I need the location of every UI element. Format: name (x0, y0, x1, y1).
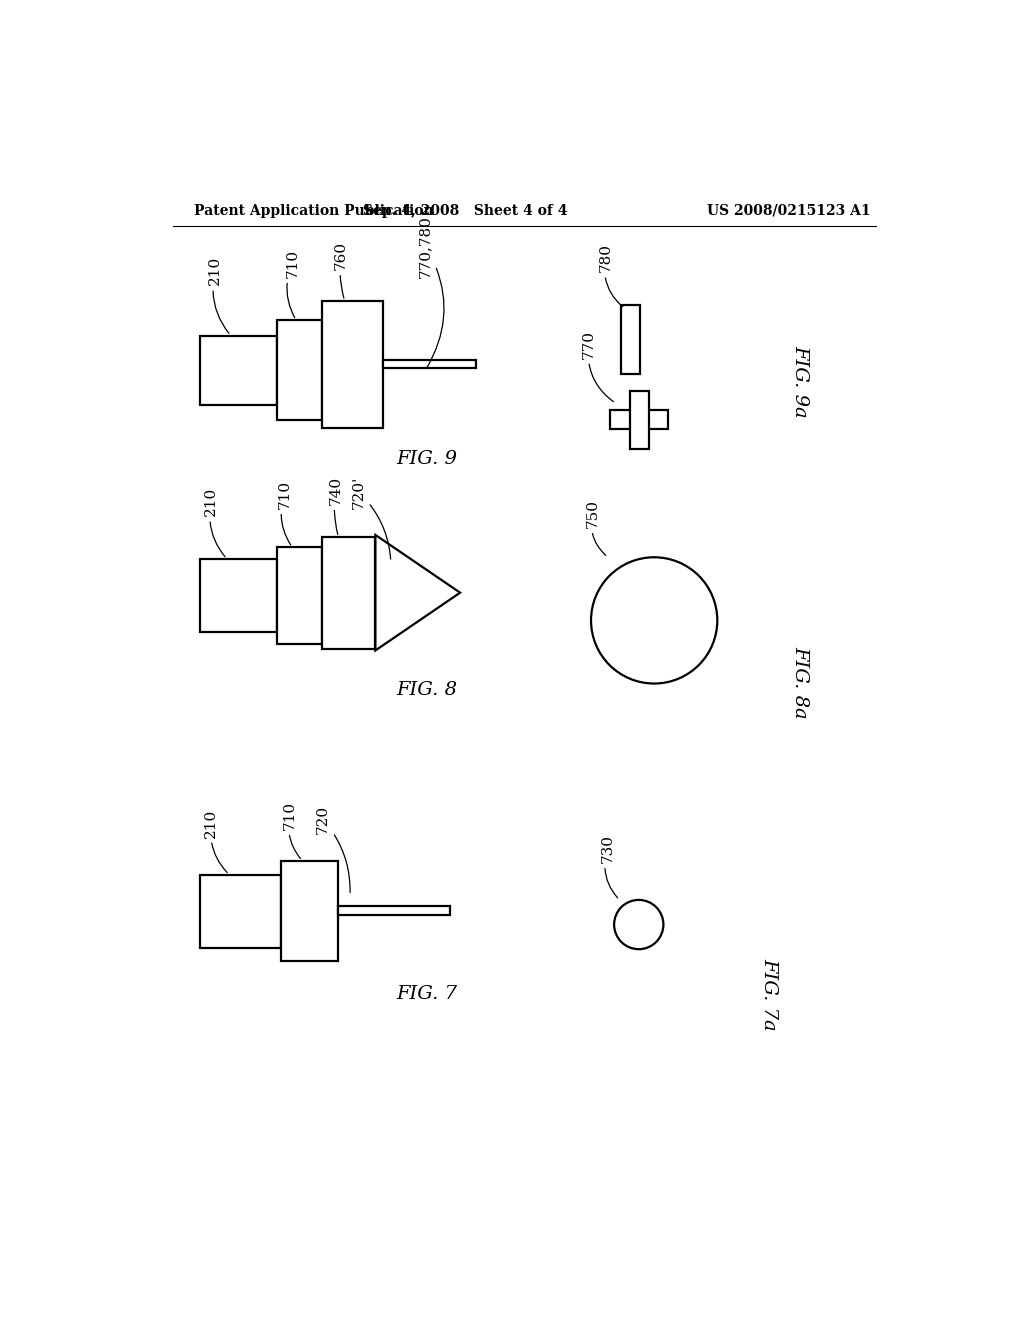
Text: 720: 720 (316, 805, 350, 892)
Circle shape (591, 557, 717, 684)
Text: 730: 730 (601, 834, 617, 898)
Text: FIG. 7a: FIG. 7a (761, 957, 778, 1030)
Text: FIG. 7: FIG. 7 (396, 985, 458, 1003)
Bar (322, 301, 383, 428)
Bar (383, 360, 475, 368)
Bar (610, 411, 668, 429)
Text: FIG. 8: FIG. 8 (396, 681, 458, 698)
Text: Sep. 4, 2008   Sheet 4 of 4: Sep. 4, 2008 Sheet 4 of 4 (364, 203, 567, 218)
Text: FIG. 9: FIG. 9 (396, 450, 458, 467)
Bar (276, 548, 322, 644)
Text: 780: 780 (599, 243, 623, 306)
Text: Patent Application Publication: Patent Application Publication (195, 203, 434, 218)
Text: 210: 210 (208, 256, 229, 334)
Bar (200, 335, 276, 405)
Polygon shape (376, 535, 460, 651)
Bar (630, 391, 649, 449)
Bar (200, 875, 281, 948)
Text: 710: 710 (286, 248, 299, 318)
Text: 720': 720' (351, 475, 390, 560)
Text: 770,780: 770,780 (419, 215, 444, 368)
Bar (339, 906, 451, 915)
Text: 210: 210 (205, 808, 227, 873)
Text: FIG. 8a: FIG. 8a (792, 645, 809, 718)
Text: US 2008/0215123 A1: US 2008/0215123 A1 (708, 203, 870, 218)
Bar (200, 558, 276, 632)
Circle shape (614, 900, 664, 949)
Text: 750: 750 (586, 499, 606, 556)
Bar (322, 537, 376, 649)
Bar (281, 861, 339, 961)
Text: 760: 760 (334, 242, 348, 298)
Bar (621, 305, 640, 374)
Text: 710: 710 (278, 479, 292, 545)
Text: 210: 210 (205, 487, 225, 557)
Text: 710: 710 (283, 801, 300, 858)
Text: 770: 770 (582, 330, 613, 401)
Bar (276, 321, 322, 420)
Text: 740: 740 (329, 475, 342, 535)
Text: FIG. 9a: FIG. 9a (792, 346, 809, 418)
